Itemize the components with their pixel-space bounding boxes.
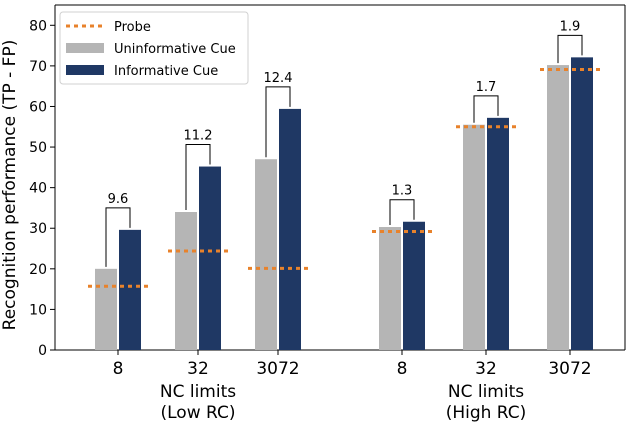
y-tick-label: 50 bbox=[29, 140, 47, 156]
x-tick-label: 3072 bbox=[256, 359, 299, 379]
bar-uninformative bbox=[175, 212, 197, 350]
y-tick-label: 60 bbox=[29, 99, 47, 115]
difference-label: 1.3 bbox=[392, 184, 413, 199]
bar-informative bbox=[403, 221, 425, 350]
bar-uninformative bbox=[547, 65, 569, 350]
group-label: NC limits bbox=[448, 382, 524, 402]
bar-informative bbox=[571, 57, 593, 350]
y-tick-label: 20 bbox=[29, 262, 47, 278]
difference-bracket bbox=[265, 86, 291, 158]
y-tick-label: 80 bbox=[29, 18, 47, 34]
x-tick-label: 8 bbox=[113, 359, 124, 379]
difference-label: 1.9 bbox=[560, 19, 581, 34]
y-tick-label: 30 bbox=[29, 221, 47, 237]
y-tick-label: 10 bbox=[29, 302, 47, 318]
difference-label: 12.4 bbox=[264, 71, 293, 86]
difference-label: 11.2 bbox=[184, 129, 213, 144]
bar-uninformative bbox=[463, 124, 485, 350]
y-tick-label: 70 bbox=[29, 59, 47, 75]
legend-label: Uninformative Cue bbox=[114, 42, 236, 57]
legend: Probe Uninformative Cue Informative Cue bbox=[59, 11, 249, 85]
difference-label: 1.7 bbox=[476, 80, 497, 95]
x-tick-label: 32 bbox=[187, 359, 209, 379]
x-tick-label: 8 bbox=[397, 359, 408, 379]
difference-label: 9.6 bbox=[108, 192, 129, 207]
plot-area: 0 10 20 30 40 50 60 70 80 9.6 8 11.2 32 12.4 3072 NC li… bbox=[29, 4, 626, 423]
legend-label: Informative Cue bbox=[114, 64, 218, 79]
group-sublabel: (Low RC) bbox=[161, 403, 236, 423]
bar-uninformative bbox=[379, 227, 401, 350]
x-tick-label: 32 bbox=[475, 359, 497, 379]
y-tick-label: 40 bbox=[29, 181, 47, 197]
difference-bracket bbox=[105, 207, 131, 267]
legend-box bbox=[59, 11, 249, 85]
difference-bracket bbox=[557, 34, 583, 64]
legend-informative-swatch bbox=[66, 65, 104, 75]
difference-bracket bbox=[185, 144, 211, 210]
group-label: NC limits bbox=[160, 382, 236, 402]
bar-informative bbox=[199, 166, 221, 350]
bar-uninformative bbox=[255, 159, 277, 350]
bar-informative bbox=[487, 117, 509, 350]
bar-informative bbox=[119, 229, 141, 350]
x-tick-label: 3072 bbox=[548, 359, 591, 379]
bar-uninformative bbox=[95, 268, 117, 350]
legend-label: Probe bbox=[114, 20, 151, 35]
difference-bracket bbox=[473, 95, 499, 123]
y-tick-label: 0 bbox=[38, 343, 47, 359]
legend-uninformative-swatch bbox=[66, 43, 104, 53]
group-sublabel: (High RC) bbox=[446, 403, 527, 423]
difference-bracket bbox=[389, 199, 415, 226]
y-axis-label: Recognition performance (TP - FP) bbox=[0, 40, 20, 331]
bar-informative bbox=[279, 108, 301, 350]
